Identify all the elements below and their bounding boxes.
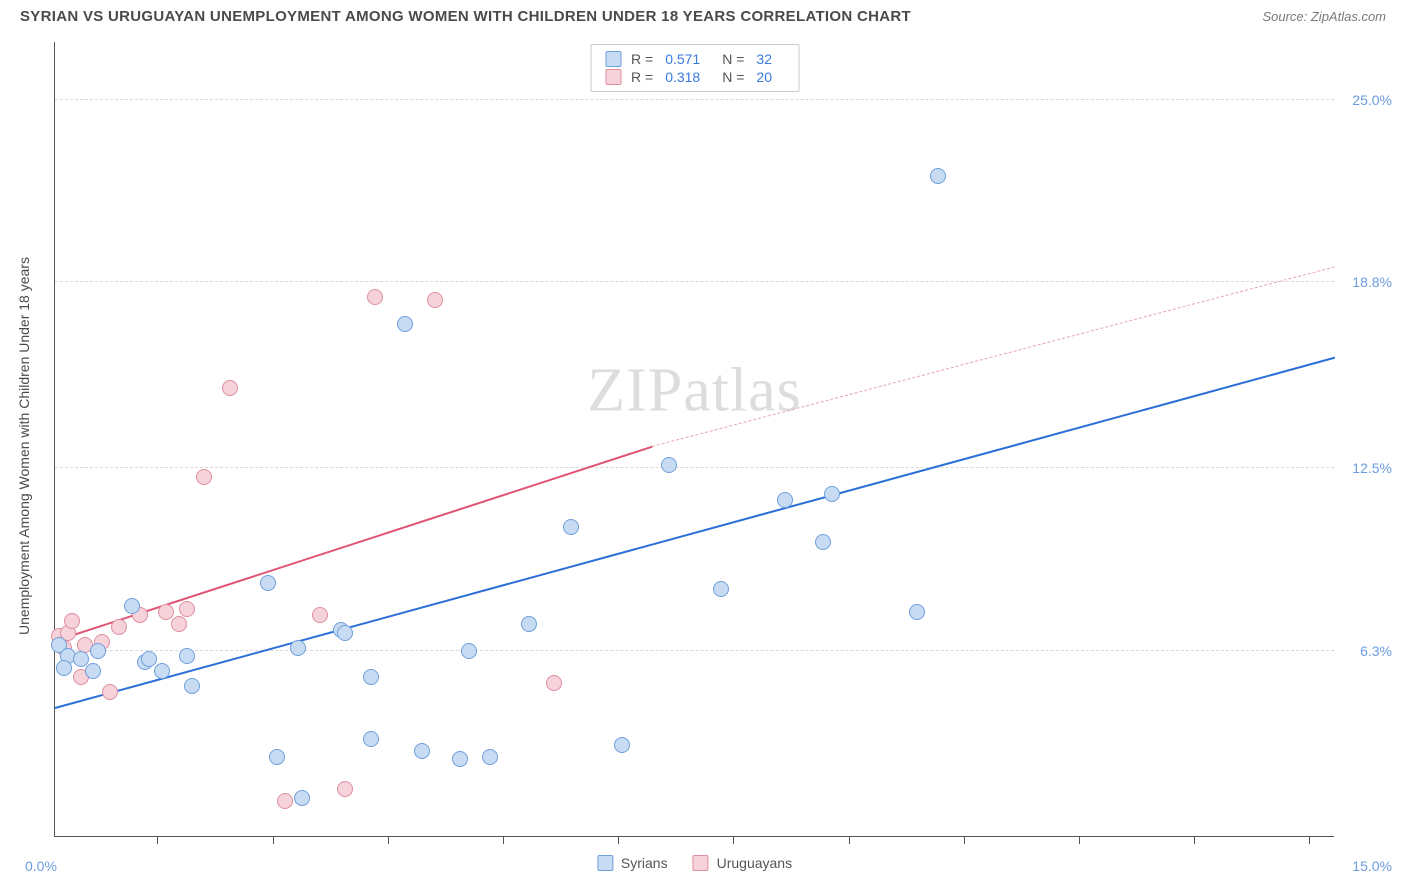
y-gridline	[55, 467, 1334, 468]
scatter-point	[64, 613, 80, 629]
scatter-point	[614, 737, 630, 753]
scatter-point	[824, 486, 840, 502]
legend-series-item: Syrians	[597, 855, 668, 871]
x-axis-end-label: 15.0%	[1352, 858, 1392, 874]
scatter-point	[397, 316, 413, 332]
legend-r-value: 0.318	[665, 69, 700, 85]
scatter-point	[179, 601, 195, 617]
x-axis-tick	[618, 836, 619, 844]
source-label: Source: ZipAtlas.com	[1262, 9, 1386, 24]
scatter-point	[909, 604, 925, 620]
x-axis-tick	[157, 836, 158, 844]
scatter-point	[90, 643, 106, 659]
scatter-point	[546, 675, 562, 691]
scatter-point	[154, 663, 170, 679]
scatter-point	[363, 669, 379, 685]
y-axis-tick-label: 18.8%	[1352, 274, 1392, 290]
watermark: ZIPatlas	[587, 356, 802, 427]
trend-line	[652, 267, 1335, 448]
scatter-point	[222, 380, 238, 396]
scatter-point	[661, 457, 677, 473]
legend-swatch	[597, 855, 613, 871]
scatter-point	[85, 663, 101, 679]
x-axis-tick	[1309, 836, 1310, 844]
x-axis-tick	[964, 836, 965, 844]
legend-n-value: 20	[756, 69, 772, 85]
scatter-point	[179, 648, 195, 664]
y-gridline	[55, 650, 1334, 651]
scatter-point	[452, 751, 468, 767]
scatter-point	[171, 616, 187, 632]
scatter-point	[124, 598, 140, 614]
legend-series-label: Syrians	[621, 855, 668, 871]
scatter-point	[930, 168, 946, 184]
scatter-point	[73, 651, 89, 667]
legend-series-item: Uruguayans	[693, 855, 793, 871]
y-axis-tick-label: 25.0%	[1352, 92, 1392, 108]
scatter-point	[563, 519, 579, 535]
x-axis-tick	[503, 836, 504, 844]
legend-swatch	[693, 855, 709, 871]
scatter-point	[196, 469, 212, 485]
x-axis-tick	[733, 836, 734, 844]
scatter-point	[260, 575, 276, 591]
scatter-point	[414, 743, 430, 759]
scatter-point	[290, 640, 306, 656]
scatter-point	[111, 619, 127, 635]
x-axis-tick	[1079, 836, 1080, 844]
scatter-point	[141, 651, 157, 667]
y-gridline	[55, 281, 1334, 282]
legend-series-label: Uruguayans	[717, 855, 793, 871]
scatter-point	[777, 492, 793, 508]
legend-n-value: 32	[756, 51, 772, 67]
chart-title: SYRIAN VS URUGUAYAN UNEMPLOYMENT AMONG W…	[20, 8, 911, 25]
scatter-point	[337, 625, 353, 641]
legend-n-label: N =	[722, 51, 744, 67]
legend-swatch	[605, 51, 621, 67]
scatter-point	[427, 292, 443, 308]
scatter-point	[158, 604, 174, 620]
scatter-point	[367, 289, 383, 305]
y-gridline	[55, 99, 1334, 100]
scatter-point	[312, 607, 328, 623]
trend-line	[55, 357, 1336, 709]
x-axis-tick	[1194, 836, 1195, 844]
legend-series: Syrians Uruguayans	[597, 855, 792, 871]
legend-stats: R = 0.571 N = 32 R = 0.318 N = 20	[590, 44, 799, 92]
scatter-point	[337, 781, 353, 797]
scatter-point	[815, 534, 831, 550]
scatter-point	[184, 678, 200, 694]
y-axis-tick-label: 6.3%	[1360, 643, 1392, 659]
scatter-point	[269, 749, 285, 765]
y-axis-tick-label: 12.5%	[1352, 460, 1392, 476]
y-axis-title: Unemployment Among Women with Children U…	[16, 257, 32, 635]
legend-n-label: N =	[722, 69, 744, 85]
scatter-point	[482, 749, 498, 765]
legend-r-label: R =	[631, 69, 653, 85]
x-axis-tick	[388, 836, 389, 844]
legend-stats-row: R = 0.571 N = 32	[605, 50, 784, 68]
legend-swatch	[605, 69, 621, 85]
scatter-point	[277, 793, 293, 809]
scatter-point	[363, 731, 379, 747]
x-axis-tick	[273, 836, 274, 844]
scatter-point	[521, 616, 537, 632]
scatter-point	[461, 643, 477, 659]
scatter-point	[294, 790, 310, 806]
legend-r-label: R =	[631, 51, 653, 67]
chart-plot-area: ZIPatlas R =0.571N =32R =0.318N =20 Syri…	[54, 42, 1334, 837]
x-axis-tick	[849, 836, 850, 844]
legend-stats-row: R = 0.318 N = 20	[605, 68, 784, 86]
scatter-point	[713, 581, 729, 597]
scatter-point	[56, 660, 72, 676]
x-axis-origin-label: 0.0%	[25, 858, 57, 874]
legend-r-value: 0.571	[665, 51, 700, 67]
scatter-point	[102, 684, 118, 700]
